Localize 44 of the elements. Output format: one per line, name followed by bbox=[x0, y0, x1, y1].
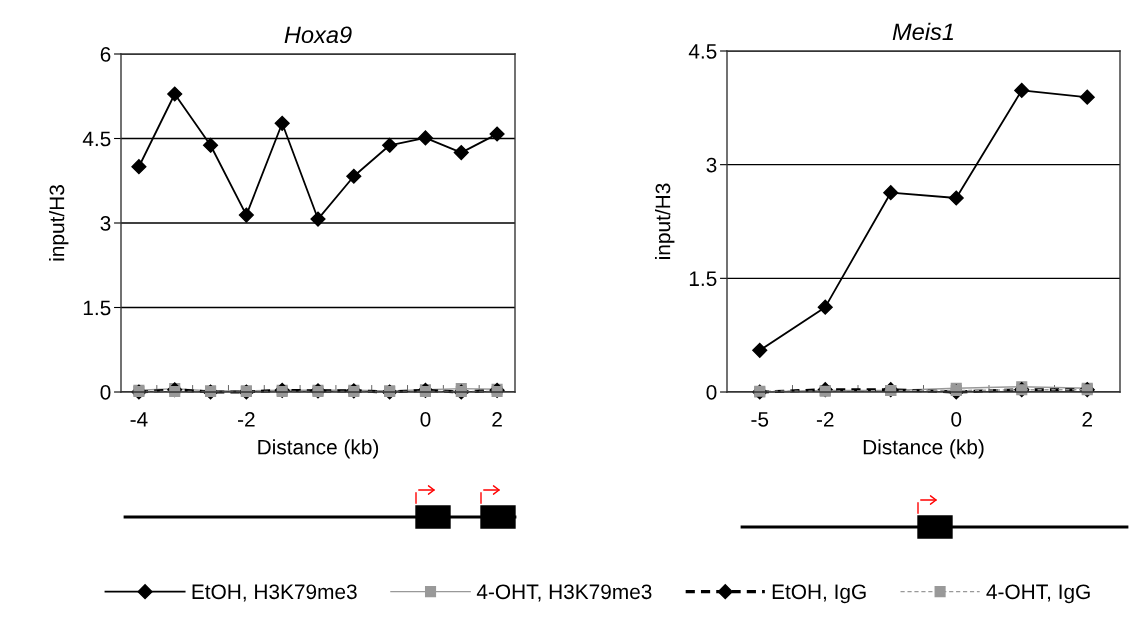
x-tick-label: -4 bbox=[130, 412, 148, 427]
y-tick-label: 1.5 bbox=[689, 271, 717, 287]
point bbox=[489, 126, 505, 142]
legend-label: EtOH, H3K79me3 bbox=[192, 584, 357, 602]
legend-label: 4-OHT, H3K79me3 bbox=[476, 584, 652, 602]
x-axis-title: Distance (kb) bbox=[863, 439, 984, 459]
chart-title: Meis1 bbox=[892, 22, 953, 41]
point bbox=[817, 299, 833, 315]
x-tick-label: -5 bbox=[751, 412, 769, 427]
point bbox=[274, 115, 290, 131]
point bbox=[131, 159, 147, 175]
point bbox=[752, 342, 768, 358]
point bbox=[1079, 89, 1095, 105]
point bbox=[453, 145, 469, 161]
y-tick-label: 1.5 bbox=[83, 300, 111, 316]
x-tick-label: 0 bbox=[420, 411, 431, 427]
x-tick-label: 2 bbox=[1082, 411, 1092, 427]
y-tick-label: 6 bbox=[100, 47, 111, 62]
chart-title: Hoxa9 bbox=[284, 26, 352, 44]
y-axis-title: input/H3 bbox=[655, 183, 675, 259]
point bbox=[417, 130, 434, 146]
y-tick-label: 4.5 bbox=[82, 131, 111, 147]
y-tick-label: 3 bbox=[100, 216, 111, 231]
x-tick-label: -2 bbox=[816, 411, 834, 427]
x-tick-label: 0 bbox=[951, 411, 962, 427]
y-axis-title: input/H3 bbox=[49, 185, 69, 261]
y-tick-label: 0 bbox=[706, 385, 717, 400]
point bbox=[238, 207, 254, 223]
y-tick-label: 0 bbox=[100, 385, 111, 400]
point bbox=[346, 168, 362, 184]
point bbox=[1014, 82, 1030, 98]
x-axis-title: Distance (kb) bbox=[258, 439, 379, 459]
point bbox=[202, 137, 219, 153]
x-tick-label: -2 bbox=[238, 411, 255, 427]
point bbox=[948, 190, 964, 206]
point bbox=[883, 185, 899, 201]
point bbox=[382, 137, 398, 153]
y-tick-label: 4.5 bbox=[688, 44, 717, 59]
x-tick-label: 2 bbox=[492, 411, 502, 427]
y-tick-label: 3 bbox=[706, 157, 717, 173]
point bbox=[167, 86, 183, 102]
legend-label: EtOH, IgG bbox=[772, 584, 866, 604]
legend-label: 4-OHT, IgG bbox=[986, 584, 1090, 604]
point bbox=[310, 211, 326, 227]
